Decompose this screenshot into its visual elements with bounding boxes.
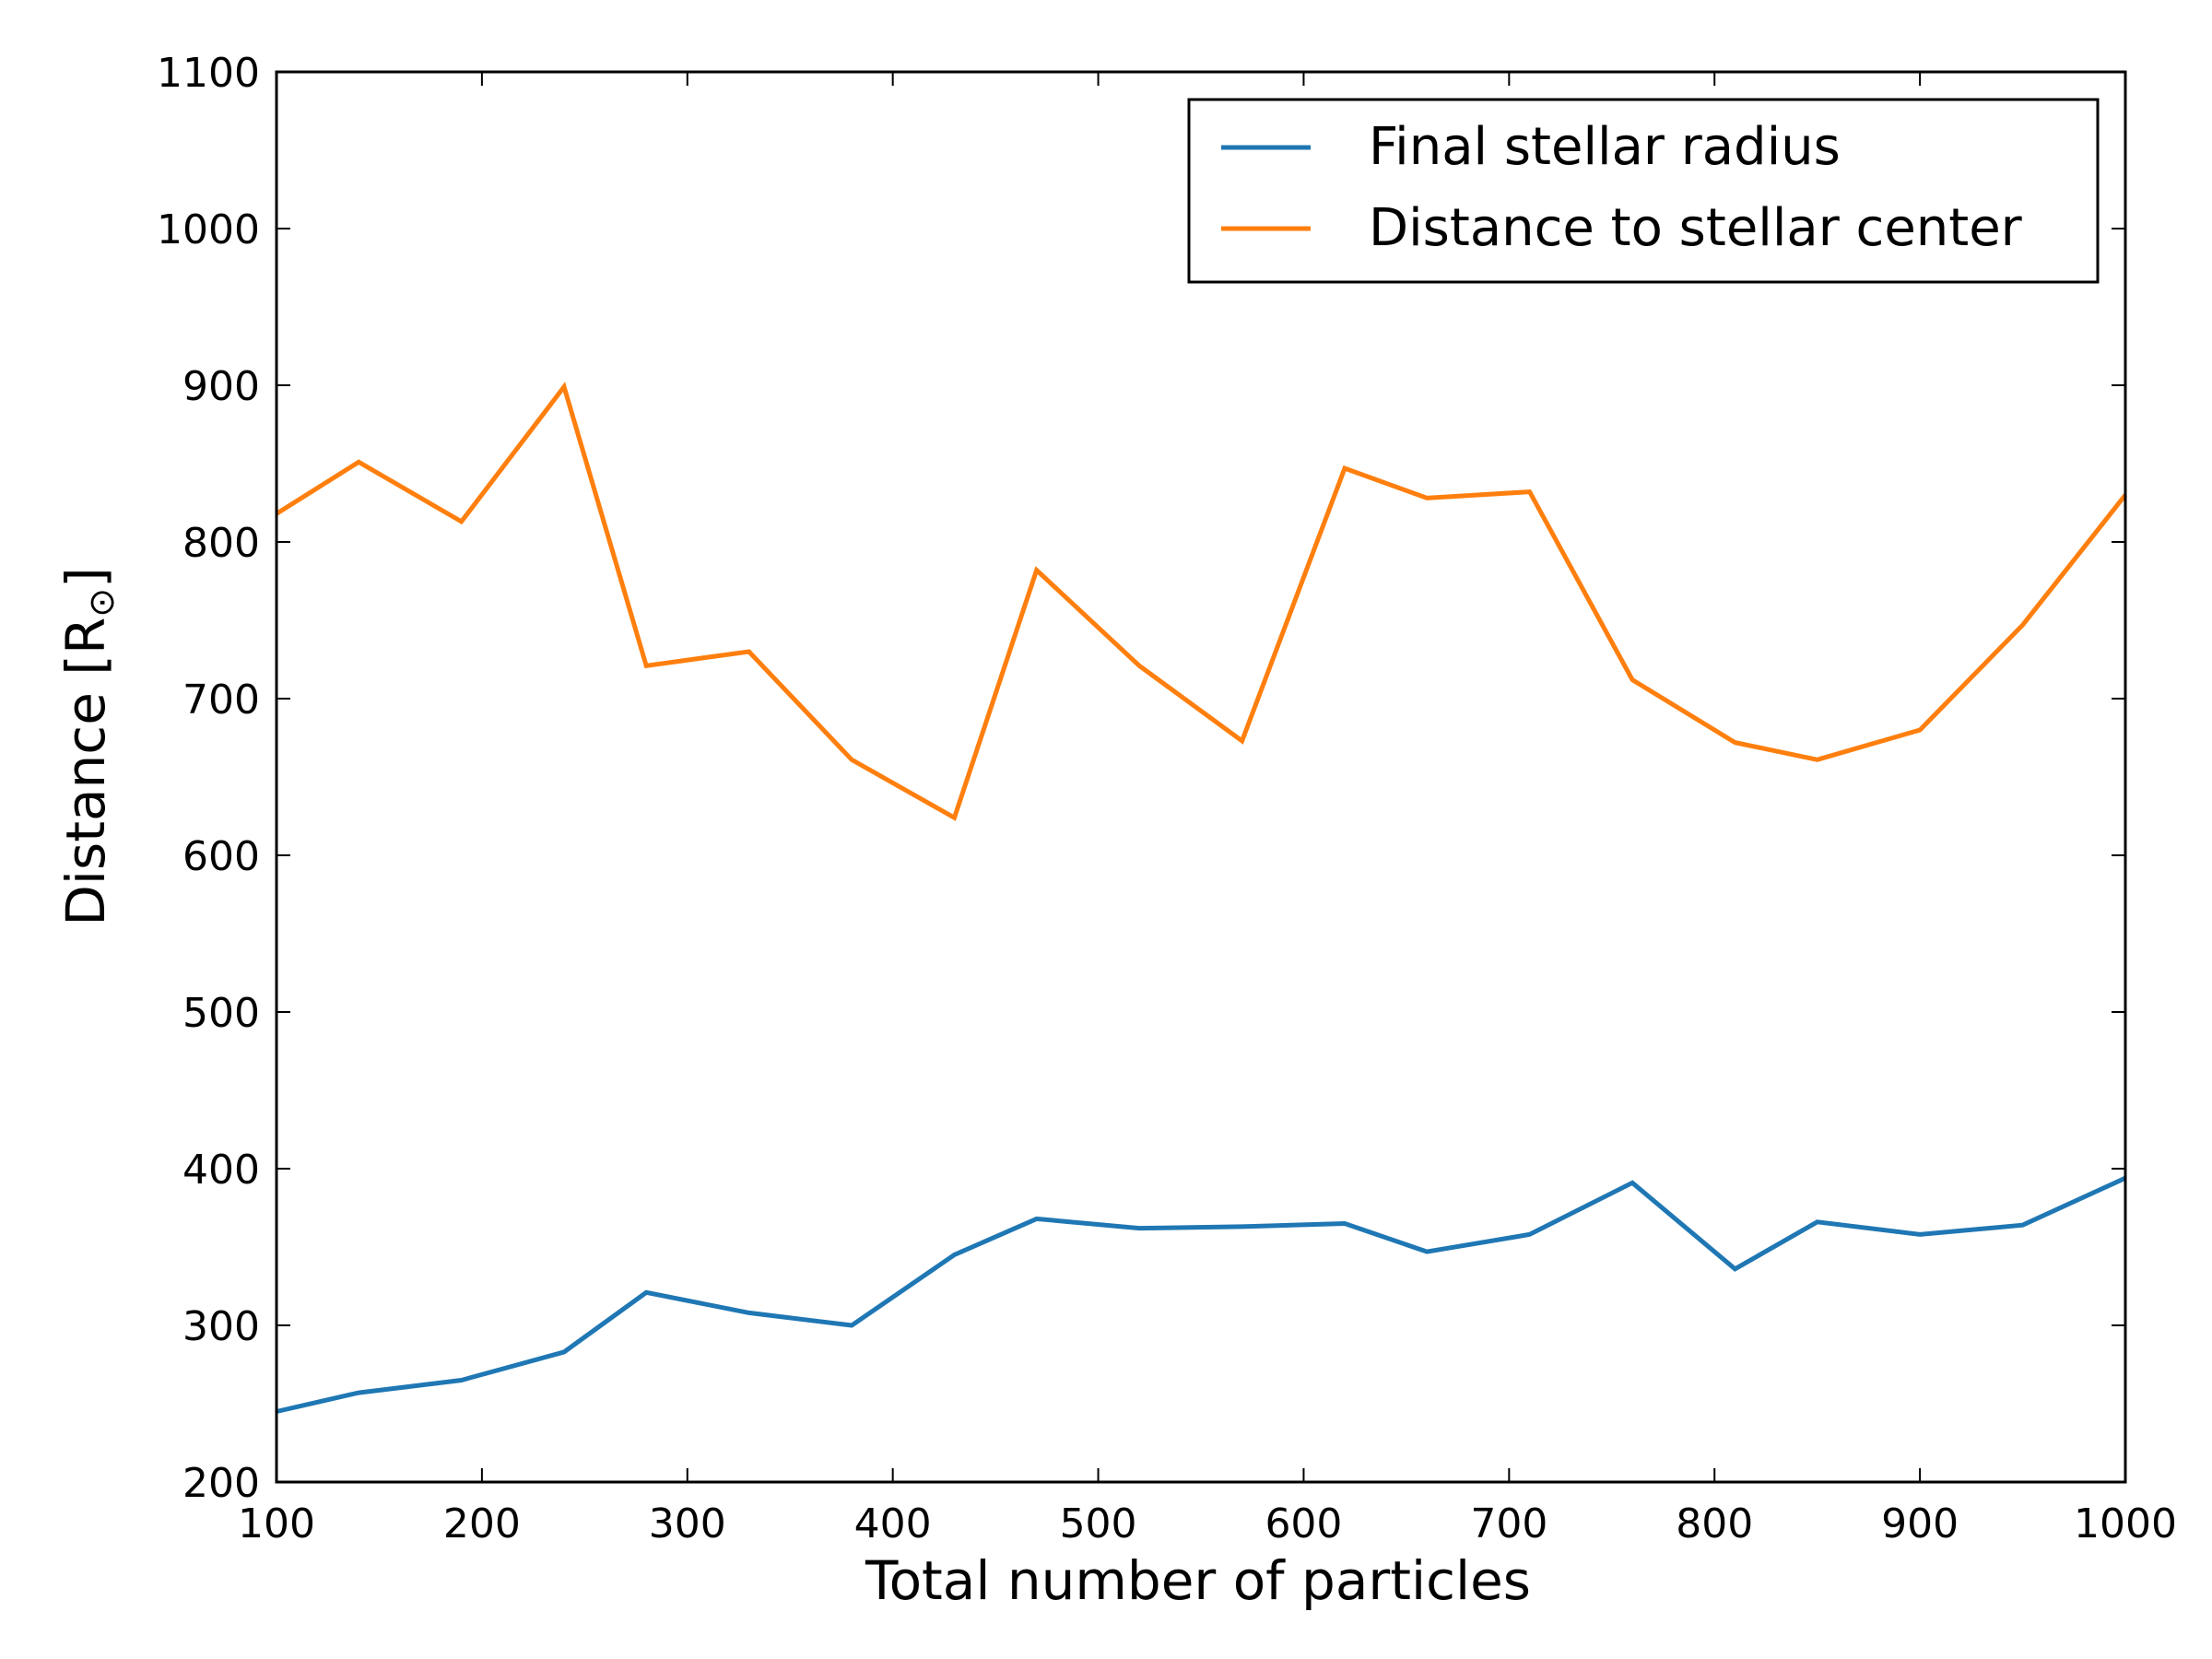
plot-layer [275,382,2127,1414]
ticks-layer: 100 200 300 400 500 600 700 800 900 1000200300400… [157,50,2177,1547]
x-tick-label: 900 [1881,1500,1959,1547]
y-tick-label: 900 [182,363,260,410]
y-axis-title: Distance [R⊙] [54,567,122,925]
x-tick-label: 500 [1060,1500,1137,1547]
y-tick-label: 1000 [157,206,260,253]
series-line-0 [276,1175,2127,1414]
x-tick-label: 200 [443,1500,521,1547]
y-tick-label: 400 [182,1147,260,1194]
legend-label-distance-to-stellar-center: Distance to stellar center [1369,198,2023,258]
x-tick-label: 300 [649,1500,726,1547]
x-tick-label: 1000 [2074,1500,2177,1547]
x-tick-label: 100 [238,1500,315,1547]
legend-box [1187,98,2100,284]
legend-label-final-stellar-radius: Final stellar radius [1369,117,1841,177]
x-tick-label: 800 [1676,1500,1753,1547]
y-tick-label: 800 [182,520,260,567]
legend: Final stellar radius Distance to stellar… [1187,98,2100,284]
plot-frame [275,70,2127,1484]
series-line-1 [275,382,2127,821]
x-tick-label: 600 [1265,1500,1342,1547]
y-tick-label: 500 [182,990,260,1037]
x-axis-title: Total number of particles [865,1549,1531,1612]
x-tick-label: 700 [1470,1500,1547,1547]
y-tick-label: 600 [182,833,260,880]
y-tick-label: 200 [182,1460,260,1507]
y-tick-label: 700 [182,677,260,724]
y-tick-label: 1100 [157,50,260,97]
y-tick-label: 300 [182,1303,260,1350]
x-tick-label: 400 [854,1500,932,1547]
